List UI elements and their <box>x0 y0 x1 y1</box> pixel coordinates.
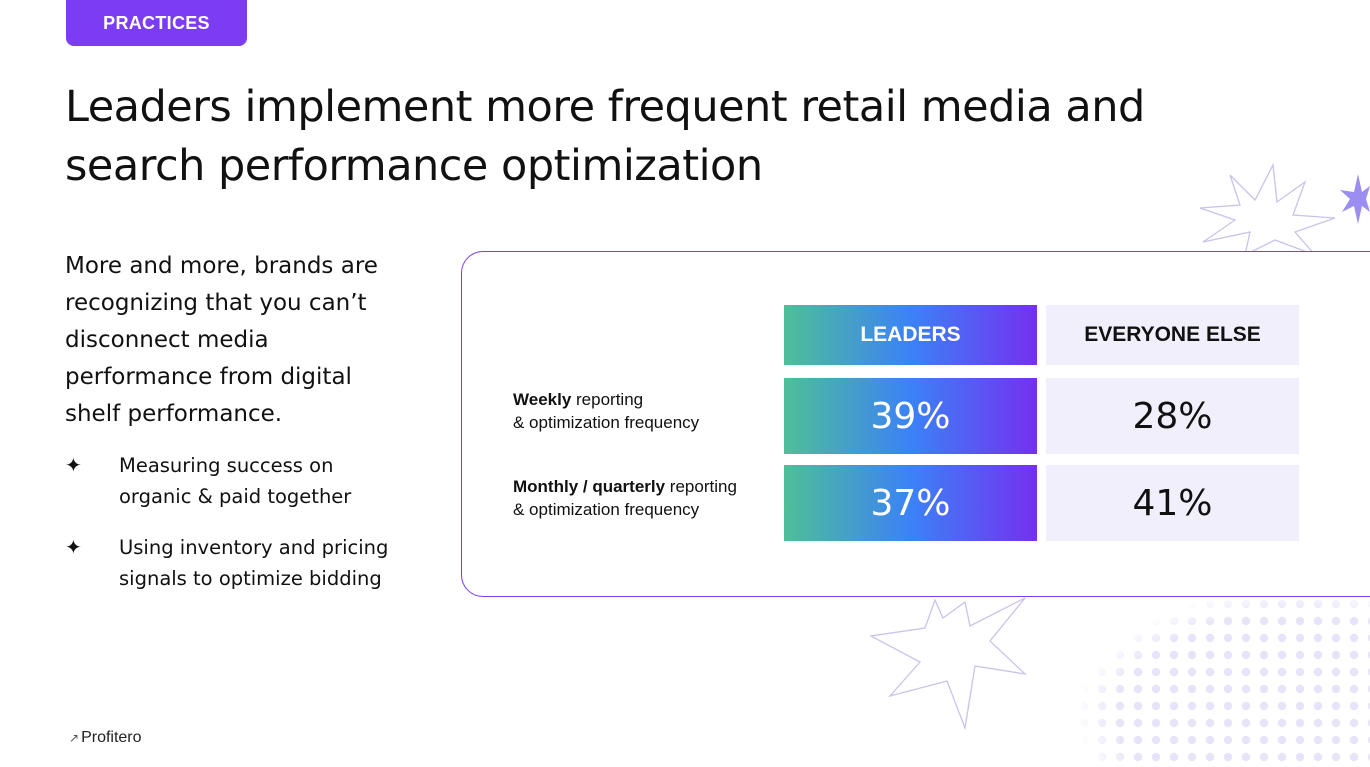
logo-text: Profitero <box>81 729 142 746</box>
value-leaders-monthly: 37% <box>784 465 1037 541</box>
row-label-monthly-quarterly: Monthly / quarterly reporting & optimiza… <box>513 477 737 519</box>
column-header-leaders: LEADERS <box>784 305 1037 365</box>
starburst-outline-icon <box>1199 162 1336 255</box>
list-item: ✦ Measuring success on organic & paid to… <box>65 450 405 512</box>
four-point-star-icon: ✦ <box>65 535 82 559</box>
value-everyone-else-monthly: 41% <box>1046 465 1299 541</box>
intro-paragraph: More and more, brands are recognizing th… <box>65 253 378 427</box>
starburst-filled-icon <box>1340 174 1370 224</box>
bullet-text: Measuring success on organic & paid toge… <box>119 454 352 508</box>
starburst-outline-icon <box>868 597 1027 731</box>
page-title: Leaders implement more frequent retail m… <box>65 82 1145 191</box>
dot-pattern <box>1075 596 1370 767</box>
value-everyone-else-weekly: 28% <box>1046 378 1299 454</box>
profitero-logo: ↗ Profitero <box>69 728 142 748</box>
bullet-text: Using inventory and pricing signals to o… <box>119 536 389 590</box>
column-header-everyone-else: EVERYONE ELSE <box>1046 305 1299 365</box>
four-point-star-icon: ✦ <box>65 453 82 477</box>
list-item: ✦ Using inventory and pricing signals to… <box>65 532 405 594</box>
row-label-weekly: Weekly reporting & optimization frequenc… <box>513 390 700 432</box>
section-tag: PRACTICES <box>66 0 247 46</box>
profitero-logo-icon: ↗ <box>69 731 80 745</box>
value-leaders-weekly: 39% <box>784 378 1037 454</box>
bullet-list: ✦ Measuring success on organic & paid to… <box>65 450 405 614</box>
